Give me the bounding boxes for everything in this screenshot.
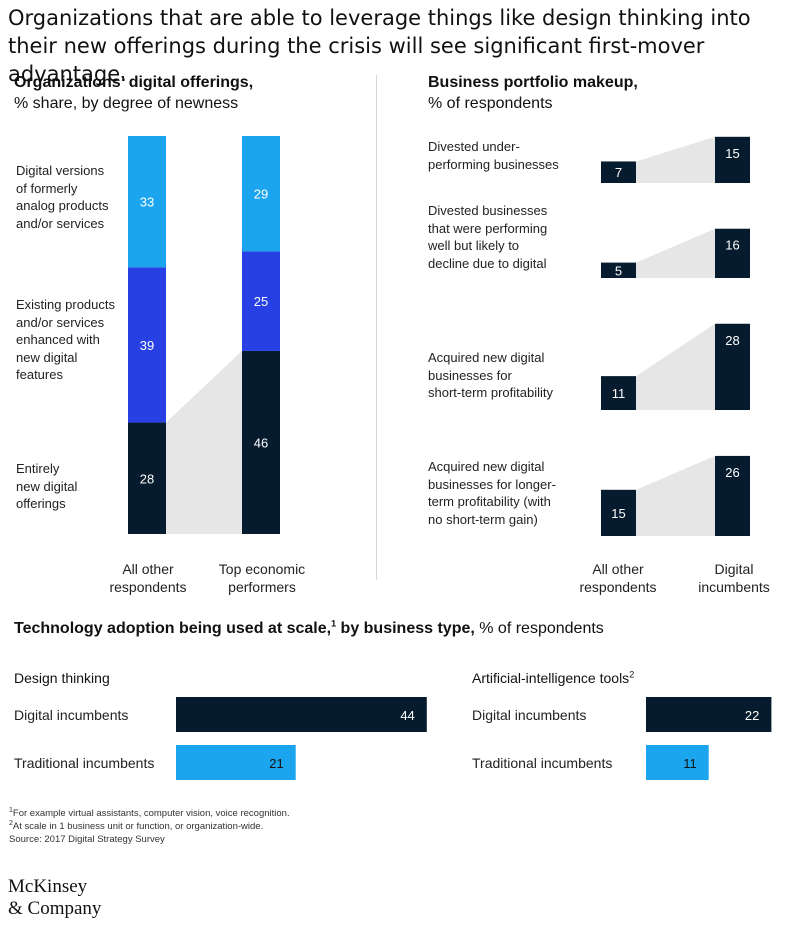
offerings-label-enhanced-existing: Existing products and/or services enhanced…	[16, 297, 115, 382]
vertical-divider	[376, 75, 377, 580]
portfolio-row-2-bar-all-other	[601, 376, 636, 410]
footnote-source: Source: 2017 Digital Strategy Survey	[9, 834, 165, 845]
design-thinking-label-traditional: Traditional incumbents	[14, 755, 155, 771]
offerings-bar-1-segment-0	[242, 350, 280, 534]
portfolio-row-3-bar-all-other	[601, 489, 636, 536]
portfolio-bar-chart: 7 15 5 16 11 28 15 26	[601, 136, 750, 536]
design-thinking-bar-1	[176, 745, 296, 780]
portfolio-row-1-value-digital-incumbents: 16	[725, 238, 739, 253]
portfolio-row-0-bar-all-other	[601, 161, 636, 183]
design-thinking-value-0: 44	[400, 708, 414, 723]
offerings-axis-label-all-other: All other respondents	[109, 561, 187, 595]
offerings-connector-entirely-new	[166, 350, 242, 534]
portfolio-row-2-value-digital-incumbents: 28	[725, 333, 739, 348]
portfolio-row-3-bar-digital-incumbents	[715, 455, 750, 536]
design-thinking-bar-0	[176, 697, 427, 732]
offerings-bar-0-segment-2	[128, 136, 166, 268]
offerings-bar-1-segment-1	[242, 251, 280, 351]
design-thinking-title: Design thinking	[14, 670, 110, 686]
headline: Organizations that are able to leverage …	[8, 6, 751, 86]
offerings-stacked-bar-chart: 28 39 33 46 25 29	[128, 136, 280, 534]
portfolio-row-2-value-all-other: 11	[612, 386, 626, 401]
portfolio-axis-label-digital-incumbents: Digital incumbents	[698, 561, 770, 595]
portfolio-label-divested-underperforming: Divested under-performing businesses	[428, 139, 559, 172]
offerings-header: Organizations’ digital offerings, % shar…	[14, 72, 253, 114]
portfolio-row-1-bar-digital-incumbents	[715, 228, 750, 278]
offerings-chart-title: Organizations’ digital offerings,	[14, 74, 254, 91]
portfolio-row-0-bar-digital-incumbents	[715, 136, 750, 183]
offerings-bar-0-value-1: 39	[140, 338, 154, 353]
offerings-chart-subtitle: % share, by degree of newness	[14, 95, 239, 112]
portfolio-label-acquired-long-term: Acquired new digital businesses for longe…	[428, 459, 556, 527]
design-thinking-label-digital: Digital incumbents	[14, 707, 129, 723]
offerings-bar-0-segment-0	[128, 422, 166, 534]
footnote-1: 1For example virtual assistants, compute…	[9, 806, 290, 819]
offerings-label-entirely-new: Entirely new digital offerings	[16, 461, 78, 511]
offerings-bar-1-value-0: 46	[254, 435, 268, 450]
ai-tools-bar-1	[646, 745, 709, 780]
ai-tools-label-digital: Digital incumbents	[472, 707, 587, 723]
offerings-axis-label-top-performers: Top economic performers	[218, 561, 306, 595]
portfolio-row-1-connector	[636, 228, 715, 278]
offerings-bar-1-value-1: 25	[254, 294, 268, 309]
portfolio-row-0-value-all-other: 7	[615, 165, 622, 180]
offerings-bar-1-value-2: 29	[254, 187, 268, 202]
ai-tools-label-traditional: Traditional incumbents	[472, 755, 613, 771]
ai-tools-title: Artificial-intelligence tools2	[472, 669, 635, 686]
portfolio-row-0-connector	[636, 136, 715, 183]
offerings-bar-0-value-0: 28	[140, 471, 154, 486]
portfolio-header: Business portfolio makeup, % of responde…	[428, 72, 638, 114]
ai-tools-bar-0	[646, 697, 772, 732]
offerings-label-digital-versions: Digital versions of formerly analog produc…	[16, 163, 109, 231]
portfolio-label-acquired-short-term: Acquired new digital businesses for short-…	[428, 350, 553, 400]
portfolio-chart-title: Business portfolio makeup,	[428, 74, 638, 91]
tech-adoption-title: Technology adoption being used at scale,…	[14, 618, 604, 637]
portfolio-row-3-connector	[636, 455, 715, 536]
portfolio-chart-subtitle: % of respondents	[428, 95, 553, 112]
offerings-bar-0-segment-1	[128, 267, 166, 423]
offerings-bar-0-value-2: 33	[140, 195, 154, 210]
ai-tools-value-0: 22	[745, 708, 759, 723]
portfolio-row-2-connector	[636, 323, 715, 410]
portfolio-row-2-bar-digital-incumbents	[715, 323, 750, 410]
portfolio-axis-label-all-other: All other respondents	[579, 561, 657, 595]
design-thinking-value-1: 21	[269, 756, 283, 771]
portfolio-row-3-value-all-other: 15	[611, 506, 625, 521]
technology-adoption-bar-charts: 44 21 22 11	[176, 697, 772, 780]
portfolio-row-0-value-digital-incumbents: 15	[725, 146, 739, 161]
offerings-bar-1-segment-2	[242, 136, 280, 252]
mckinsey-logo: McKinsey & Company	[8, 876, 102, 919]
portfolio-row-3-value-digital-incumbents: 26	[725, 465, 739, 480]
portfolio-label-divested-performing: Divested businesses that were performing w…	[428, 203, 548, 271]
footnote-2: 2At scale in 1 business unit or function…	[9, 819, 264, 832]
portfolio-row-1-bar-all-other	[601, 262, 636, 278]
ai-tools-value-1: 11	[683, 756, 697, 771]
portfolio-row-1-value-all-other: 5	[615, 263, 622, 278]
